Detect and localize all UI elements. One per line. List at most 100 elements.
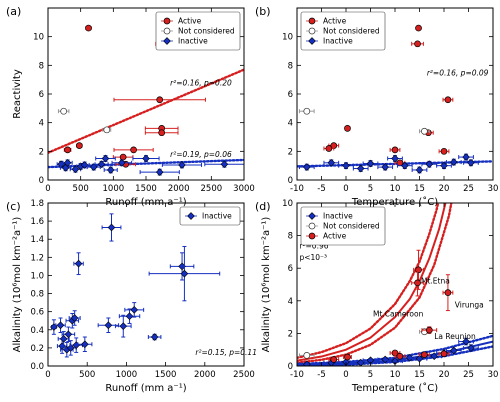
x-tick-label: 0 <box>45 184 50 194</box>
data-point <box>414 279 421 287</box>
annotation-label: r²=0.19, p=0.06 <box>170 150 232 159</box>
x-tick-label: 20 <box>439 184 450 194</box>
data-point <box>330 356 338 363</box>
x-axis-label: Temperature (˚C) <box>351 382 438 394</box>
data-point <box>414 40 421 48</box>
legend-marker <box>308 232 316 240</box>
data-point <box>81 340 89 349</box>
y-tick-label: 10 <box>282 199 293 209</box>
x-tick-label: 25 <box>463 184 474 194</box>
legend-marker <box>308 37 316 45</box>
y-axis-label: Alkalinity (10⁶mol km⁻²a⁻¹) <box>261 217 272 353</box>
y-axis-label: Alkalinity (10⁶mol km⁻²a⁻¹) <box>12 217 23 353</box>
y-tick-label: 6 <box>288 264 293 274</box>
data-point <box>89 163 98 171</box>
y-tick-label: 0.2 <box>30 344 44 354</box>
data-point <box>70 314 79 322</box>
regression-line <box>297 203 447 362</box>
x-tick-label: 1500 <box>135 184 157 194</box>
data-point <box>425 160 434 169</box>
legend-entry-label: Active <box>323 17 347 26</box>
data-point <box>325 145 333 152</box>
y-tick-label: 0 <box>288 176 293 186</box>
data-point <box>130 146 137 154</box>
y-tick-label: 8 <box>288 61 293 71</box>
data-point <box>440 147 448 155</box>
x-tick-label: 2000 <box>168 184 190 194</box>
chart-panel: 0 500 1000 1500 2000 2500 0.0 0.2 0.4 0.6 0.8 1.0 1.… <box>6 199 257 394</box>
legend-marker <box>163 37 171 45</box>
annotation-label: r²=0.16, p=0.09 <box>427 68 489 77</box>
x-tick-label: 1000 <box>103 184 125 194</box>
x-tick-label: 5 <box>368 370 373 380</box>
legend-marker <box>308 27 316 35</box>
data-point <box>106 166 115 174</box>
data-point <box>63 158 72 167</box>
y-tick-label: 1.4 <box>30 235 44 245</box>
regression-line <box>297 203 440 360</box>
data-point <box>440 350 448 358</box>
x-tick-label: 20 <box>439 370 450 380</box>
data-point <box>130 306 139 314</box>
y-tick-label: 0.6 <box>30 308 44 318</box>
data-point <box>462 153 470 161</box>
legend-entry-label: Active <box>178 17 202 26</box>
panel-label: (c) <box>6 200 21 213</box>
y-tick-label: 4 <box>288 297 293 307</box>
panel-label: (a) <box>6 5 21 18</box>
x-tick-label: -10 <box>290 184 304 194</box>
panel-label: (d) <box>255 200 271 213</box>
y-tick-label: 8 <box>288 232 293 242</box>
x-tick-label: 2000 <box>194 370 216 380</box>
data-point <box>59 335 68 343</box>
y-tick-label: 0 <box>288 362 293 372</box>
data-point <box>64 330 73 339</box>
data-point <box>156 96 164 104</box>
x-tick-label: 15 <box>414 184 425 194</box>
data-point <box>425 326 433 334</box>
data-point <box>85 24 92 32</box>
legend-entry-label: Inactive <box>323 37 353 46</box>
data-points <box>50 213 221 358</box>
x-tick-label: 25 <box>463 370 474 380</box>
chart-panel: -10 -5 0 5 10 15 20 25 30 0 2 4 6 8 10 Temperature (˚C)… <box>255 199 498 394</box>
x-tick-label: 15 <box>414 370 425 380</box>
data-point <box>158 129 166 137</box>
y-tick-label: 1.2 <box>30 253 44 263</box>
y-axis-label: Reactivity <box>12 69 23 119</box>
data-point <box>150 333 159 341</box>
x-tick-label: 3000 <box>233 184 255 194</box>
legend-entry-label: Active <box>323 232 347 241</box>
data-point <box>462 337 470 346</box>
x-tick-label: 0 <box>45 370 50 380</box>
y-tick-label: 1.8 <box>30 199 44 209</box>
x-tick-label: 10 <box>390 370 401 380</box>
legend-entry-label: Inactive <box>323 212 353 221</box>
chart-panel: -10 -5 0 5 10 15 20 25 30 0 2 4 6 8 10 Temperature (˚C)… <box>255 5 498 208</box>
data-point <box>125 312 134 321</box>
data-point <box>391 146 399 154</box>
x-tick-label: 1000 <box>116 370 138 380</box>
legend-entry-label: Inactive <box>202 212 232 221</box>
legend-marker <box>187 212 195 220</box>
data-point <box>444 96 452 104</box>
regression-line <box>48 68 244 154</box>
data-point <box>303 107 311 115</box>
legend-entry-label: Not considered <box>323 222 380 231</box>
data-point <box>155 168 164 176</box>
data-point <box>118 158 126 167</box>
y-tick-label: 10 <box>282 33 293 43</box>
x-tick-label: 10 <box>390 184 401 194</box>
x-tick-label: 500 <box>73 184 89 194</box>
y-tick-label: 4 <box>39 119 44 129</box>
legend-marker <box>308 17 316 25</box>
y-tick-label: 6 <box>39 90 44 100</box>
x-axis-label: Temperature (˚C) <box>351 196 438 208</box>
data-point <box>400 161 409 170</box>
data-point <box>107 223 116 232</box>
x-tick-label: 1500 <box>155 370 177 380</box>
y-tick-label: 0.4 <box>30 326 44 336</box>
data-point <box>467 158 475 167</box>
